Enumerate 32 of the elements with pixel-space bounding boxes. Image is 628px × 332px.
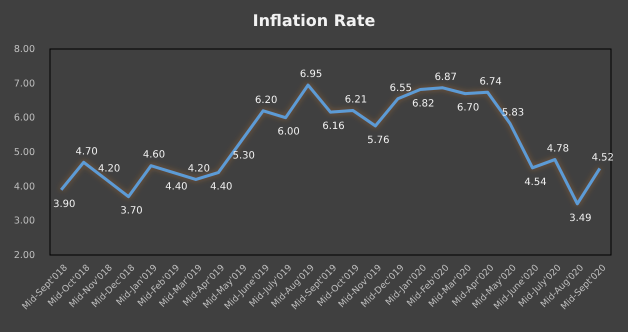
data-label: 4.54 [524, 176, 547, 188]
data-label: 4.78 [546, 144, 570, 155]
data-label: 4.40 [165, 182, 188, 193]
data-label: 4.70 [76, 146, 98, 158]
data-label: 6.95 [300, 69, 322, 80]
data-label: 4.40 [210, 182, 232, 193]
data-label: 6.82 [412, 98, 434, 110]
data-label: 6.87 [434, 72, 457, 83]
y-tick-label: 7.00 [14, 78, 35, 90]
data-label: 3.49 [569, 212, 592, 224]
y-tick-label: 2.00 [14, 250, 35, 262]
chart-title: Inflation Rate [252, 11, 376, 30]
y-tick-label: 6.00 [14, 112, 35, 124]
data-label: 3.70 [120, 206, 143, 217]
data-label: 5.76 [367, 134, 390, 146]
data-label: 6.70 [457, 102, 480, 114]
y-tick-label: 5.00 [14, 147, 35, 158]
data-label: 5.30 [232, 150, 255, 162]
data-label: 6.74 [479, 76, 502, 88]
y-tick-label: 3.00 [14, 216, 35, 227]
y-tick-label: 4.00 [14, 181, 35, 192]
y-tick-label: 8.00 [14, 44, 35, 56]
data-label: 6.55 [390, 82, 412, 94]
data-label: 6.21 [344, 94, 368, 106]
data-label: 3.90 [53, 198, 76, 210]
data-label: 6.20 [255, 94, 278, 106]
data-label: 4.52 [592, 152, 614, 164]
data-label: 4.60 [142, 150, 166, 161]
data-label: 4.20 [98, 163, 120, 174]
data-label: 4.20 [188, 163, 210, 174]
data-label: 6.16 [322, 121, 345, 132]
data-label: 6.00 [277, 126, 300, 138]
